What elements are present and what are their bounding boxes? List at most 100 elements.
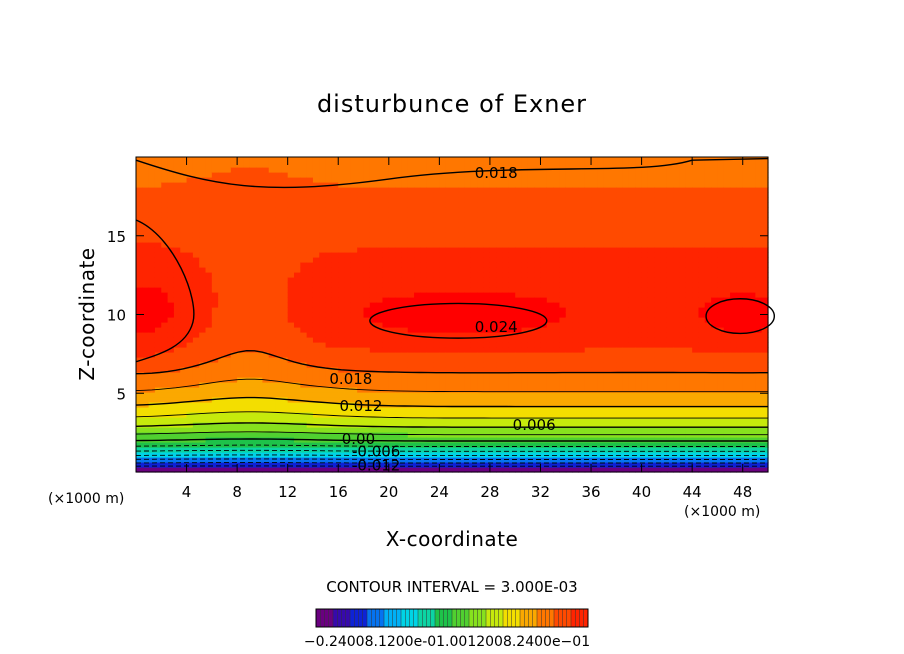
contour-label: 0.012 (340, 397, 383, 415)
y-tick-label: 5 (116, 385, 126, 403)
colorbar-swatch (511, 609, 517, 627)
colorbar-swatch (418, 609, 423, 627)
x-tick-label: 40 (632, 483, 651, 501)
contour-line (135, 422, 768, 428)
colorbar-swatch (375, 609, 381, 627)
colorbar-labels: −0.24008.1200e-01.0012008.2400e−01 (304, 634, 590, 650)
colorbar-swatch (333, 609, 338, 627)
colorbar-swatch (566, 609, 572, 627)
colorbar-swatch (379, 609, 385, 627)
contour-label: 0.00 (342, 430, 375, 448)
x-tick-label: 12 (278, 483, 297, 501)
colorbar-swatch (413, 609, 419, 627)
x-tick-label: 20 (379, 483, 398, 501)
colorbar-swatch (324, 609, 330, 627)
colorbar-swatch (507, 609, 512, 627)
colorbar-swatch (401, 609, 406, 627)
x-tick-label: 32 (531, 483, 550, 501)
contour-line (135, 411, 768, 419)
plot-area: 0.018 0.024 0.018 0.012 0.006 0.00-0.006-0.01… (135, 156, 776, 475)
colorbar-swatch (528, 609, 534, 627)
colorbar-swatch (515, 609, 521, 627)
colorbar-swatch (396, 609, 402, 627)
colorbar-swatch (490, 609, 495, 627)
contour-line (135, 438, 768, 442)
colorbar-swatch (549, 609, 555, 627)
colorbar-swatch (337, 609, 342, 627)
contour-line (135, 444, 768, 447)
contour-line (705, 298, 776, 335)
colorbar-swatch (494, 609, 500, 627)
contour-label: 0.018 (475, 164, 518, 182)
x-tick-label: 36 (581, 483, 600, 501)
colorbar-swatch (384, 609, 389, 627)
colorbar-swatch (430, 609, 436, 627)
contour-line (135, 431, 768, 436)
colorbar-swatch (439, 609, 444, 627)
colorbar-swatch (541, 609, 546, 627)
colorbar-swatch (579, 609, 585, 627)
colorbar-swatch (409, 609, 415, 627)
colorbar-swatch (320, 609, 325, 627)
y-tick-label: 10 (107, 307, 126, 325)
colorbar-swatch (464, 609, 470, 627)
contour-line-layer (135, 157, 776, 467)
colorbar-swatch (503, 609, 508, 627)
colorbar-swatch (545, 609, 551, 627)
colorbar-swatch (554, 609, 559, 627)
colorbar-swatch (477, 609, 483, 627)
contour-label: 0.006 (513, 416, 556, 434)
contour-line (136, 458, 768, 460)
contour-line (135, 449, 768, 452)
colorbar-swatch (362, 609, 368, 627)
colorbar (315, 608, 589, 628)
contour-line (136, 454, 768, 457)
colorbar-swatch (562, 609, 568, 627)
y-axis-label: Z-coordinate (75, 247, 99, 380)
chart-title: disturbunce of Exner (317, 90, 587, 118)
x-axis-label: X-coordinate (386, 527, 519, 551)
colorbar-swatch (460, 609, 466, 627)
colorbar-swatch (371, 609, 376, 627)
colorbar-swatch (435, 609, 440, 627)
x-tick-label: 48 (733, 483, 752, 501)
colorbar-swatch (426, 609, 432, 627)
colorbar-swatch (520, 609, 525, 627)
colorbar-swatch (575, 609, 580, 627)
contour-label: 0.018 (329, 370, 372, 388)
colorbar-swatch (558, 609, 563, 627)
colorbar-swatch (392, 609, 398, 627)
contour-line (135, 378, 768, 393)
contour-label: -0.006 (352, 443, 400, 461)
colorbar-swatch (524, 609, 529, 627)
x-tick-label: 8 (232, 483, 242, 501)
colorbar-swatch (443, 609, 449, 627)
colorbar-swatch (452, 609, 457, 627)
contour-line (135, 396, 768, 408)
colorbar-swatch (341, 609, 347, 627)
colorbar-swatch (354, 609, 359, 627)
colorbar-swatch (473, 609, 478, 627)
contour-line (135, 157, 769, 189)
colorbar-swatch (537, 609, 542, 627)
x-axis: 4 8 12 16 20 24 28 32 36 40 44 48 (182, 157, 752, 501)
colorbar-swatch (447, 609, 453, 627)
colorbar-swatch (583, 609, 589, 627)
colorbar-swatch (367, 609, 372, 627)
colorbar-swatch (388, 609, 393, 627)
colorbar-swatch (571, 609, 576, 627)
x-tick-label: 44 (683, 483, 702, 501)
colorbar-swatch (422, 609, 427, 627)
colorbar-frame (315, 608, 589, 628)
colorbar-swatch (350, 609, 355, 627)
colorbar-swatch (532, 609, 538, 627)
colorbar-swatch (358, 609, 364, 627)
colorbar-swatch (328, 609, 334, 627)
x-tick-label: 28 (480, 483, 499, 501)
colorbar-swatch (481, 609, 487, 627)
x-tick-label: 16 (329, 483, 348, 501)
contour-label: -0.012 (352, 457, 400, 475)
colorbar-swatch (405, 609, 410, 627)
colorbar-swatch (498, 609, 504, 627)
